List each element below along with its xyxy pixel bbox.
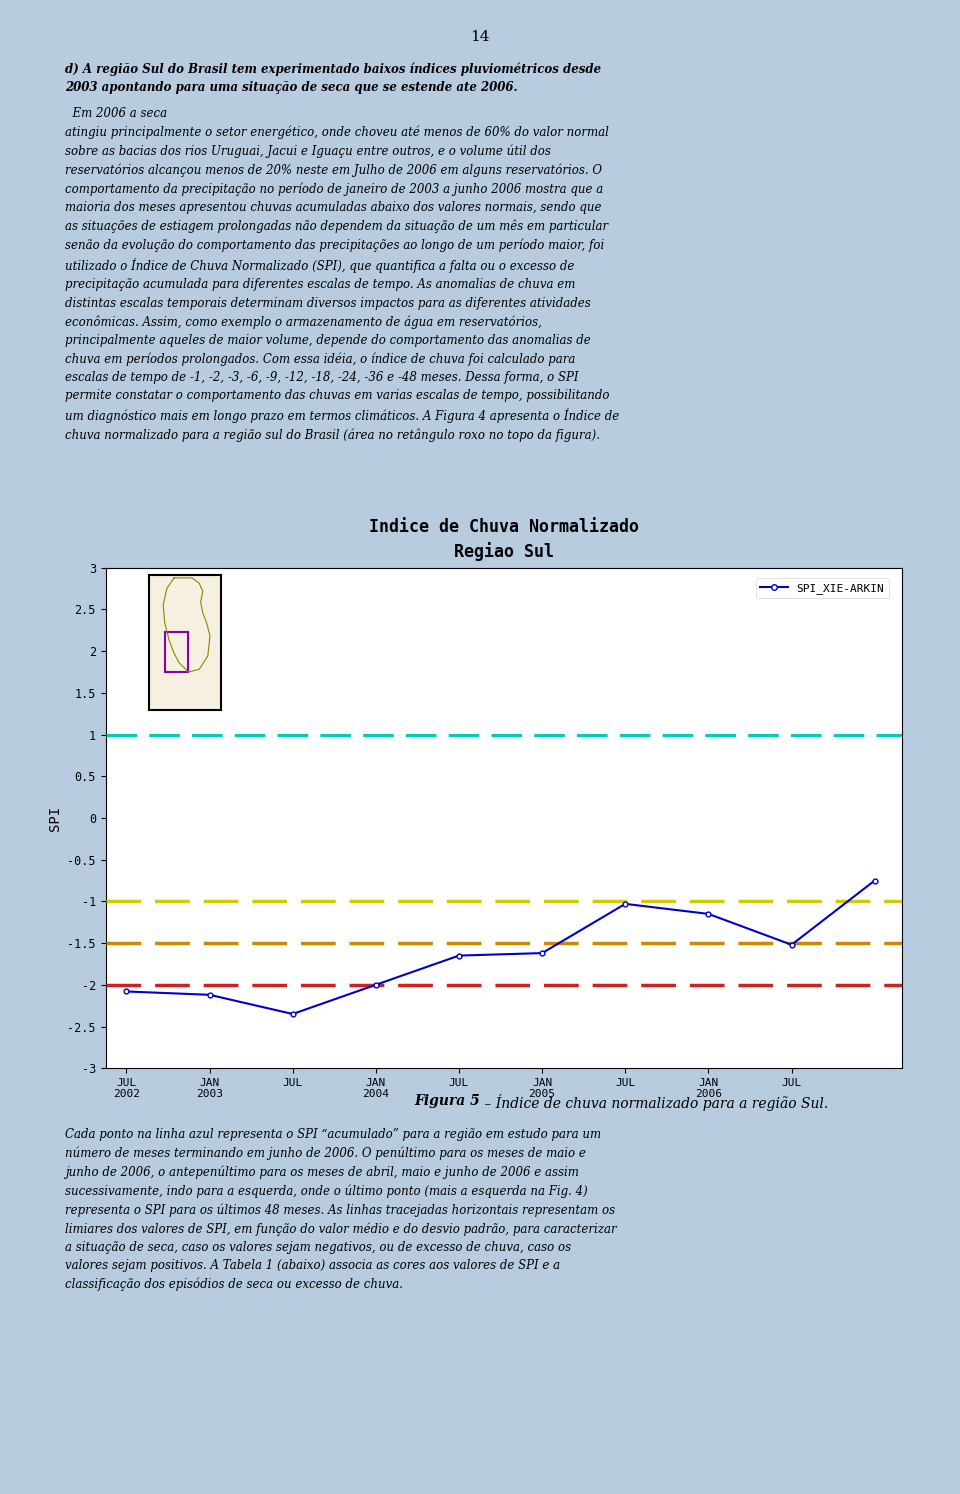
Y-axis label: SPI: SPI bbox=[48, 805, 61, 831]
Text: d) A região Sul do Brasil tem experimentado baixos índices pluviométricos desde
: d) A região Sul do Brasil tem experiment… bbox=[65, 63, 601, 94]
Legend: SPI_XIE-ARKIN: SPI_XIE-ARKIN bbox=[756, 578, 889, 598]
Text: Cada ponto na linha azul representa o SPI “acumulado” para a região em estudo pa: Cada ponto na linha azul representa o SP… bbox=[65, 1128, 617, 1291]
Text: 14: 14 bbox=[470, 30, 490, 43]
Title: Indice de Chuva Normalizado
Regiao Sul: Indice de Chuva Normalizado Regiao Sul bbox=[369, 517, 639, 560]
Text: Em 2006 a seca
atingiu principalmente o setor energético, onde choveu até menos : Em 2006 a seca atingiu principalmente o … bbox=[65, 108, 619, 442]
Text: – Índice de chuva normalizado para a região Sul.: – Índice de chuva normalizado para a reg… bbox=[480, 1094, 828, 1110]
Text: Figura 5: Figura 5 bbox=[415, 1094, 480, 1107]
